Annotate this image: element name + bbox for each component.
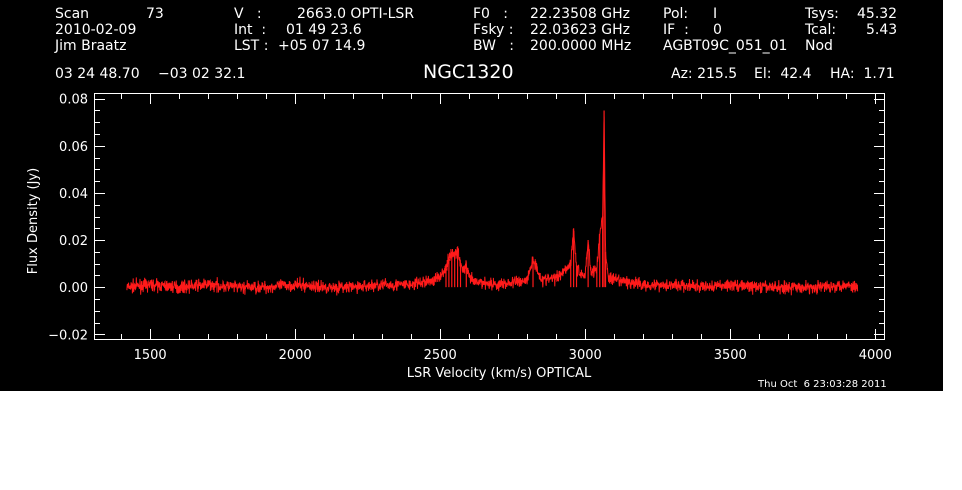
- plot-panel: Scan 73 2010-02-09 Jim Braatz V : 2663.0…: [0, 0, 943, 391]
- tcal-value: 5.43: [866, 22, 898, 38]
- lst-value: +05 07 14.9: [278, 38, 366, 54]
- f0-label: F0 :: [473, 6, 509, 22]
- bandwidth-value: 200.0000 MHz: [530, 38, 632, 54]
- if-label: IF :: [663, 22, 689, 38]
- fsky-value: 22.03623 GHz: [530, 22, 630, 38]
- tcal-label: Tcal:: [805, 22, 837, 38]
- y-axis-label: Flux Density (Jy): [26, 168, 41, 274]
- declination: −03 02 32.1: [158, 66, 246, 82]
- scan-number: 73: [146, 6, 164, 22]
- y-tick-label: 0.04: [59, 187, 88, 202]
- x-axis-label: LSR Velocity (km/s) OPTICAL: [407, 366, 592, 381]
- spectrum-trace-layer: [126, 110, 859, 296]
- y-tick-label: −0.02: [48, 328, 88, 343]
- y-tick-label: 0.00: [59, 281, 88, 296]
- x-tick-label: 2500: [424, 348, 457, 363]
- plot-frame: [94, 93, 885, 340]
- x-tick-label: 3000: [569, 348, 602, 363]
- f0-value: 22.23508 GHz: [530, 6, 630, 22]
- fsky-label: Fsky :: [473, 22, 514, 38]
- tick-layer: 1500 2000 2500 3000 3500 4000 −0.02 0.00 0.02 0.0…: [48, 93, 892, 363]
- if-value: 0: [713, 22, 722, 38]
- elevation: El: 42.4: [754, 66, 812, 82]
- polarization-label: Pol:: [663, 6, 689, 22]
- velocity-value: 2663.0 OPTI-LSR: [297, 6, 415, 22]
- hour-angle: HA: 1.71: [830, 66, 895, 82]
- bandwidth-label: BW :: [473, 38, 515, 54]
- right-ascension: 03 24 48.70: [55, 66, 140, 82]
- tsys-value: 45.32: [857, 6, 898, 22]
- scan-label: Scan: [55, 6, 90, 22]
- integration-value: 01 49 23.6: [286, 22, 362, 38]
- y-tick-label: 0.08: [59, 93, 88, 108]
- x-tick-label: 2000: [279, 348, 312, 363]
- project-id: AGBT09C_051_01: [663, 38, 788, 54]
- y-tick-label: 0.06: [59, 140, 88, 155]
- source-name: NGC1320: [423, 61, 514, 83]
- spectrum-noise-trace: [126, 116, 859, 296]
- plot-timestamp: Thu Oct 6 23:03:28 2011: [758, 379, 887, 390]
- integration-label: Int :: [234, 22, 267, 38]
- polarization-value: I: [713, 6, 718, 22]
- tsys-label: Tsys:: [805, 6, 839, 22]
- lst-label: LST :: [234, 38, 269, 54]
- velocity-label: V :: [234, 6, 262, 22]
- spectrum-chart: 1500 2000 2500 3000 3500 4000 −0.02 0.00 0.02 0.0…: [26, 93, 892, 381]
- switching-mode: Nod: [805, 38, 833, 54]
- x-tick-label: 4000: [859, 348, 892, 363]
- observer-name: Jim Braatz: [55, 38, 127, 54]
- x-tick-label: 3500: [714, 348, 747, 363]
- observation-date: 2010-02-09: [55, 22, 137, 38]
- x-tick-label: 1500: [134, 348, 167, 363]
- azimuth: Az: 215.5: [671, 66, 738, 82]
- y-tick-label: 0.02: [59, 234, 88, 249]
